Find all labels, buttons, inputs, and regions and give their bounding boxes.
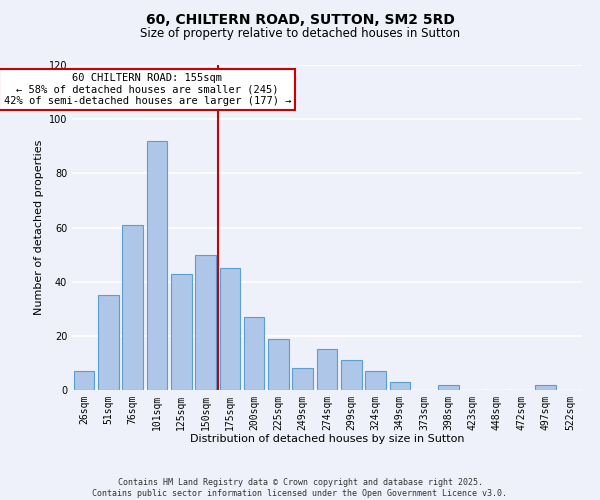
Bar bbox=[365, 371, 386, 390]
Bar bbox=[171, 274, 191, 390]
Bar bbox=[268, 338, 289, 390]
Bar bbox=[220, 268, 240, 390]
Bar bbox=[389, 382, 410, 390]
Bar bbox=[98, 295, 119, 390]
Bar bbox=[341, 360, 362, 390]
Y-axis label: Number of detached properties: Number of detached properties bbox=[34, 140, 44, 315]
Bar bbox=[122, 225, 143, 390]
X-axis label: Distribution of detached houses by size in Sutton: Distribution of detached houses by size … bbox=[190, 434, 464, 444]
Bar bbox=[74, 371, 94, 390]
Bar bbox=[146, 141, 167, 390]
Bar bbox=[317, 350, 337, 390]
Text: 60, CHILTERN ROAD, SUTTON, SM2 5RD: 60, CHILTERN ROAD, SUTTON, SM2 5RD bbox=[146, 12, 454, 26]
Text: Contains HM Land Registry data © Crown copyright and database right 2025.
Contai: Contains HM Land Registry data © Crown c… bbox=[92, 478, 508, 498]
Bar bbox=[535, 384, 556, 390]
Bar bbox=[195, 254, 216, 390]
Bar bbox=[438, 384, 459, 390]
Bar bbox=[292, 368, 313, 390]
Bar bbox=[244, 317, 265, 390]
Text: Size of property relative to detached houses in Sutton: Size of property relative to detached ho… bbox=[140, 28, 460, 40]
Text: 60 CHILTERN ROAD: 155sqm
← 58% of detached houses are smaller (245)
42% of semi-: 60 CHILTERN ROAD: 155sqm ← 58% of detach… bbox=[4, 73, 291, 106]
